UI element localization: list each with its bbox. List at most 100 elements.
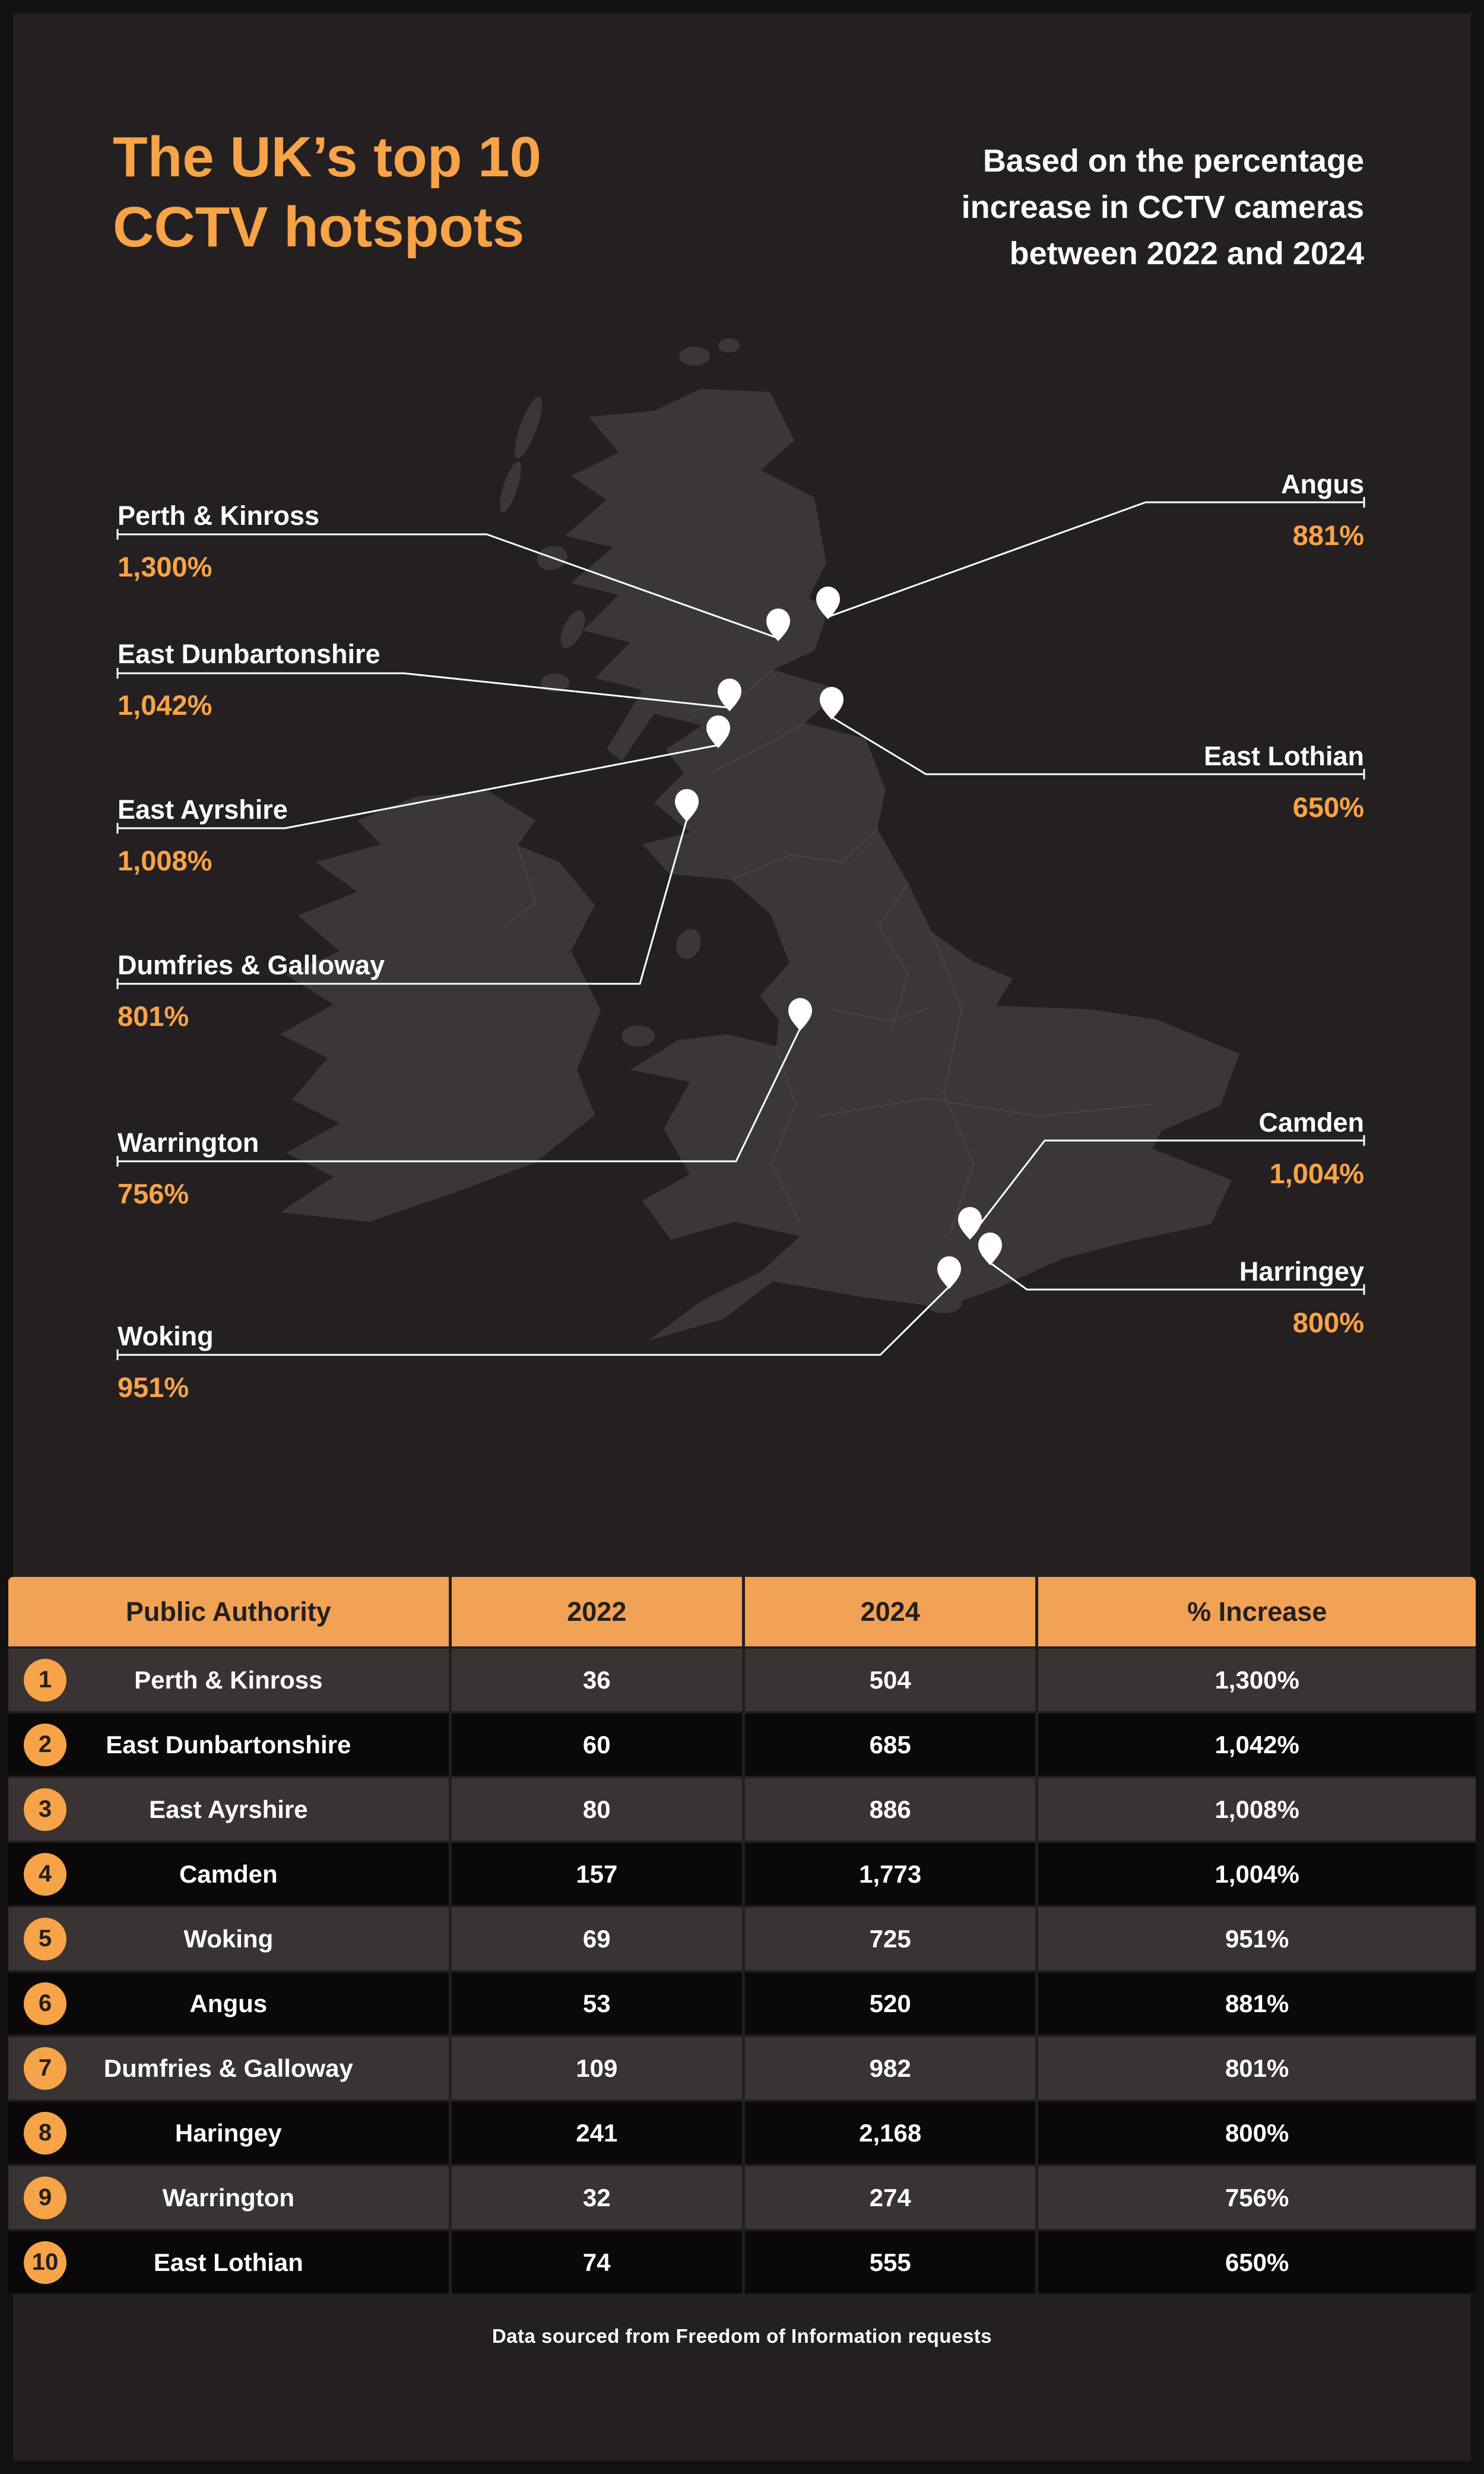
- callout-line-perth-kinross: [118, 533, 779, 639]
- callout-name: East Dunbartonshire: [118, 639, 380, 669]
- value-increase: 801%: [1035, 2037, 1476, 2099]
- table-row: 6 Angus 53 520 881%: [8, 1970, 1476, 2035]
- subtitle-line2: increase in CCTV cameras: [961, 189, 1364, 225]
- callout-name: Harringey: [1239, 1256, 1364, 1287]
- callout-line-harringey: [990, 1262, 1364, 1291]
- pin-warrington: [788, 998, 812, 1031]
- great-britain-shape: [565, 389, 1239, 1341]
- value-2024: 685: [741, 1713, 1035, 1776]
- rank-badge: 5: [24, 1917, 66, 1960]
- value-increase: 1,004%: [1035, 1843, 1476, 1905]
- table-row: 1 Perth & Kinross 36 504 1,300%: [8, 1646, 1476, 1711]
- value-increase: 881%: [1035, 1972, 1476, 2035]
- callout-value: 951%: [118, 1371, 189, 1403]
- value-2022: 32: [448, 2166, 742, 2229]
- value-2022: 53: [448, 1972, 742, 2035]
- value-2024: 555: [741, 2231, 1035, 2294]
- column-header-2022: 2022: [448, 1577, 742, 1646]
- value-2022: 36: [448, 1649, 742, 1711]
- table-row: 5 Woking 69 725 951%: [8, 1905, 1476, 1970]
- data-table: Public Authority 2022 2024 % Increase 1 P…: [8, 1577, 1476, 2294]
- value-2022: 109: [448, 2037, 742, 2099]
- callout-line-angus: [827, 501, 1364, 618]
- column-header-2024: 2024: [741, 1577, 1035, 1646]
- callout-east-dunbartonshire: East Dunbartonshire 1,042%: [118, 638, 380, 722]
- value-2022: 80: [448, 1778, 742, 1841]
- rank-badge: 3: [24, 1788, 66, 1831]
- table-row: 10 East Lothian 74 555 650%: [8, 2229, 1476, 2294]
- callout-name: Warrington: [118, 1127, 259, 1158]
- callout-perth-kinross: Perth & Kinross 1,300%: [118, 499, 319, 584]
- value-increase: 951%: [1035, 1908, 1476, 1970]
- callout-line-woking: [118, 1285, 950, 1356]
- authority-name: East Ayrshire: [148, 1795, 308, 1823]
- pin-woking: [937, 1256, 961, 1289]
- callout-name: Camden: [1258, 1107, 1364, 1138]
- callout-name: Angus: [1281, 469, 1364, 499]
- value-2022: 60: [448, 1713, 742, 1776]
- pin-east-lothian: [820, 687, 844, 720]
- callout-value: 801%: [118, 1000, 189, 1032]
- callout-value: 756%: [118, 1178, 189, 1209]
- value-2024: 725: [741, 1908, 1035, 1970]
- callout-name: Perth & Kinross: [118, 500, 320, 531]
- value-2024: 504: [741, 1649, 1035, 1711]
- table-header-row: Public Authority 2022 2024 % Increase: [8, 1577, 1476, 1646]
- pin-east-dunbartonshire: [718, 679, 741, 711]
- page-subtitle: Based on the percentage increase in CCTV…: [962, 138, 1364, 277]
- subtitle-line3: between 2022 and 2024: [1009, 236, 1364, 271]
- callout-name: Woking: [118, 1321, 214, 1351]
- value-increase: 800%: [1035, 2102, 1476, 2164]
- source-note: Data sourced from Freedom of Information…: [492, 2325, 992, 2347]
- value-2024: 1,773: [741, 1843, 1035, 1905]
- value-increase: 1,042%: [1035, 1713, 1476, 1776]
- callout-line-warrington: [118, 1028, 801, 1162]
- table-row: 7 Dumfries & Galloway 109 982 801%: [8, 2035, 1476, 2099]
- callout-warrington: Warrington 756%: [118, 1126, 259, 1211]
- page-title: The UK’s top 10 CCTV hotspots: [113, 122, 541, 262]
- value-2022: 157: [448, 1843, 742, 1905]
- callout-dumfries-galloway: Dumfries & Galloway 801%: [118, 949, 385, 1033]
- callout-harringey: Harringey 800%: [1239, 1255, 1364, 1339]
- column-header-increase: % Increase: [1035, 1577, 1476, 1646]
- pin-harringey: [978, 1233, 1002, 1265]
- column-header-authority: Public Authority: [125, 1596, 331, 1627]
- callout-name: East Lothian: [1203, 741, 1364, 771]
- value-2024: 982: [741, 2037, 1035, 2099]
- map-silhouette: [280, 338, 1239, 1341]
- rank-badge: 10: [24, 2241, 66, 2284]
- page-title-line1: The UK’s top 10: [113, 125, 541, 189]
- authority-name: East Dunbartonshire: [106, 1730, 351, 1759]
- authority-name: Dumfries & Galloway: [103, 2054, 353, 2082]
- value-2024: 886: [741, 1778, 1035, 1841]
- value-2022: 69: [448, 1908, 742, 1970]
- authority-name: Haringey: [175, 2118, 282, 2147]
- callout-value: 650%: [1292, 791, 1364, 823]
- callout-value: 1,042%: [118, 689, 213, 721]
- table-row: 2 East Dunbartonshire 60 685 1,042%: [8, 1711, 1476, 1776]
- rank-badge: 8: [24, 2111, 66, 2155]
- callout-value: 1,300%: [118, 551, 213, 582]
- table-row: 3 East Ayrshire 80 886 1,008%: [8, 1776, 1476, 1841]
- callout-camden: Camden 1,004%: [1258, 1106, 1364, 1190]
- value-2024: 520: [741, 1972, 1035, 2035]
- callout-line-east-dunbartonshire: [118, 672, 730, 709]
- authority-name: East Lothian: [153, 2248, 303, 2276]
- value-2022: 74: [448, 2231, 742, 2294]
- callout-line-camden: [969, 1139, 1364, 1238]
- authority-name: Woking: [183, 1924, 274, 1953]
- pin-camden: [958, 1207, 982, 1240]
- callout-value: 1,008%: [118, 845, 213, 876]
- callout-east-ayrshire: East Ayrshire 1,008%: [118, 793, 288, 878]
- pin-dumfries-galloway: [675, 789, 699, 822]
- value-increase: 756%: [1035, 2166, 1476, 2229]
- page-title-line2: CCTV hotspots: [113, 195, 525, 259]
- callout-line-east-lothian: [831, 716, 1364, 775]
- callout-value: 1,004%: [1269, 1158, 1364, 1189]
- subtitle-line1: Based on the percentage: [982, 143, 1364, 179]
- callout-lines: [118, 501, 1364, 1356]
- authority-name: Warrington: [162, 2183, 294, 2212]
- pin-perth-kinross: [766, 609, 790, 641]
